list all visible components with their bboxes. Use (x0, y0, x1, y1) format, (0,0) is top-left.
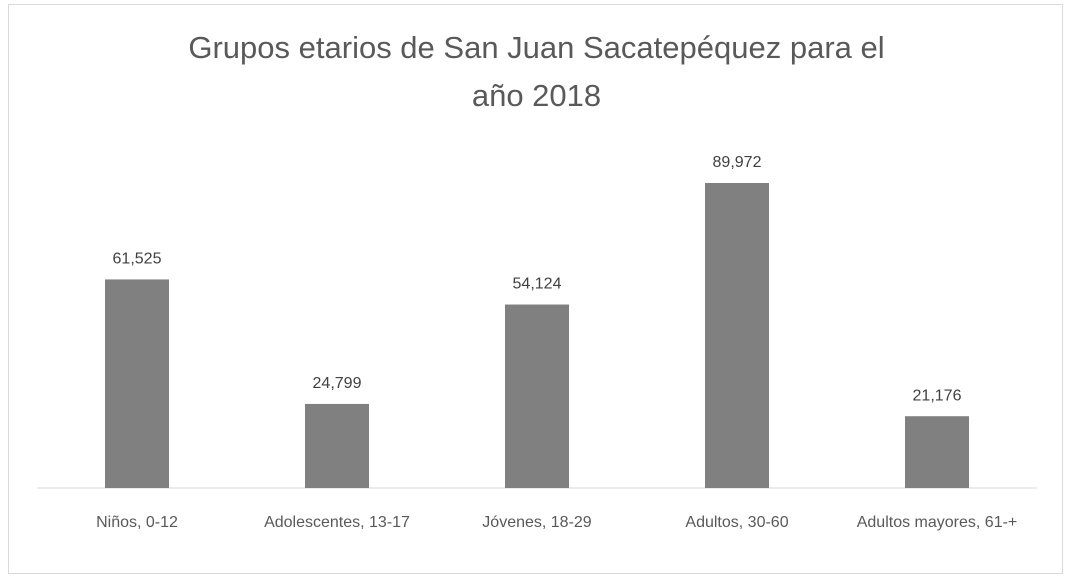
chart-title: Grupos etarios de San Juan Sacatepéquez … (188, 30, 885, 113)
x-tick-label: Niños, 0-12 (96, 514, 178, 531)
value-label: 89,972 (713, 154, 762, 171)
bar (705, 183, 769, 488)
x-tick-label: Adolescentes, 13-17 (264, 514, 410, 531)
bar (505, 304, 569, 488)
value-label: 21,176 (913, 387, 962, 404)
x-tick-label: Adultos mayores, 61-+ (856, 514, 1018, 531)
value-label: 61,525 (113, 251, 162, 268)
chart-border (8, 4, 1063, 574)
x-tick-label: Jóvenes, 18-29 (482, 514, 592, 531)
value-label: 54,124 (513, 276, 562, 293)
value-label: 24,799 (313, 375, 362, 392)
bar (305, 403, 369, 488)
bar (905, 416, 969, 488)
title-box: Grupos etarios de San Juan Sacatepéquez … (0, 24, 1073, 120)
x-tick-label: Adultos, 30-60 (685, 514, 789, 531)
bar (105, 279, 169, 488)
